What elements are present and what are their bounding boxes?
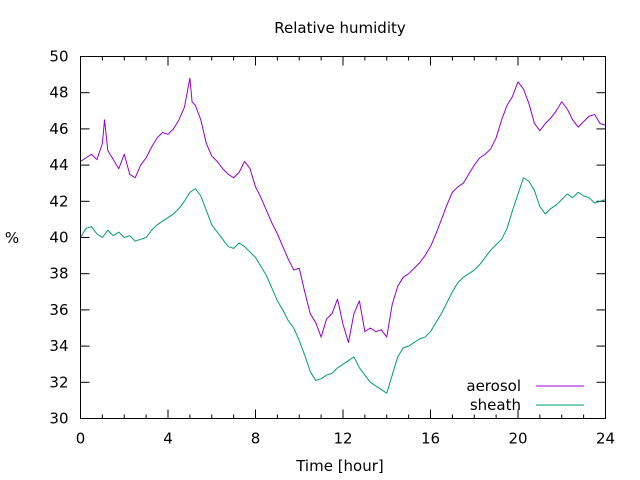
x-tick-label: 4 (163, 430, 173, 448)
y-tick-label: 32 (49, 373, 68, 391)
y-tick-label: 50 (49, 48, 68, 66)
y-axis-label: % (5, 229, 19, 247)
y-tick-label: 44 (49, 156, 68, 174)
y-tick-label: 38 (49, 265, 68, 283)
x-tick-label: 12 (333, 430, 352, 448)
x-tick-label: 16 (421, 430, 440, 448)
x-tick-label: 0 (76, 430, 86, 448)
x-tick-label: 24 (596, 430, 615, 448)
y-tick-label: 40 (49, 229, 68, 247)
y-tick-label: 48 (49, 84, 68, 102)
legend-label-aerosol: aerosol (466, 377, 521, 395)
y-tick-label: 30 (49, 410, 68, 428)
y-tick-label: 34 (49, 337, 68, 355)
x-tick-label: 8 (251, 430, 261, 448)
series-line-sheath (80, 177, 606, 394)
series-line-aerosol (80, 77, 606, 343)
x-axis-label: Time [hour] (295, 457, 384, 475)
legend-label-sheath: sheath (470, 396, 521, 414)
plot-series (80, 77, 606, 394)
y-tick-label: 46 (49, 120, 68, 138)
x-tick-label: 20 (508, 430, 527, 448)
chart-title: Relative humidity (274, 19, 406, 37)
y-tick-label: 42 (49, 192, 68, 210)
y-tick-label: 36 (49, 301, 68, 319)
plot-frame (80, 56, 606, 419)
